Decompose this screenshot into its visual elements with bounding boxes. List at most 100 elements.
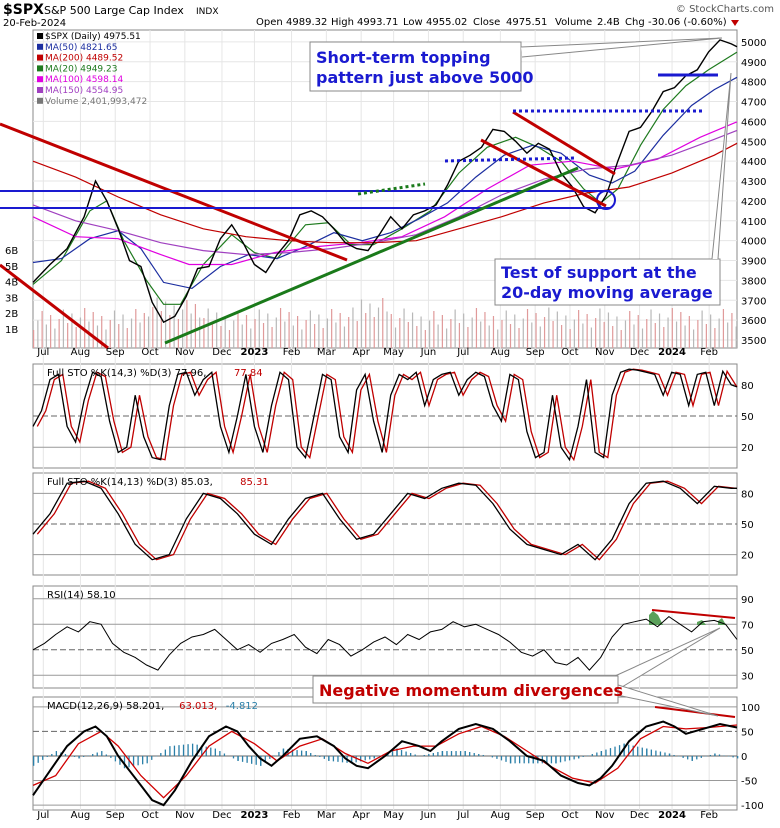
- volume-bar: [637, 315, 639, 348]
- volume-bar: [492, 316, 495, 348]
- volume-bar: [67, 323, 69, 348]
- macd-histogram-bar: [455, 751, 457, 756]
- volume-bar: [573, 319, 575, 348]
- volume-bar: [143, 313, 145, 348]
- panel-label: MACD(12,26,9) 58.201,: [47, 701, 164, 712]
- legend-label: MA(50) 4821.65: [45, 43, 117, 53]
- volume-bar: [535, 313, 537, 348]
- macd-histogram-bar: [546, 755, 548, 764]
- volume-bar: [446, 328, 448, 348]
- volume-bar: [565, 315, 567, 348]
- macd-histogram-bar: [650, 749, 653, 756]
- volume-bar: [420, 316, 422, 348]
- macd-histogram-bar: [496, 755, 498, 759]
- volume-bar: [318, 314, 320, 348]
- macd-histogram-bar: [287, 749, 289, 756]
- macd-histogram-bar: [396, 748, 398, 756]
- y-tick-label: 50: [741, 727, 754, 738]
- y-tick-label: 4100: [741, 217, 766, 228]
- volume-bar: [37, 320, 39, 348]
- y-tick-label: 3700: [741, 296, 766, 307]
- macd-histogram-bar: [373, 755, 375, 759]
- volume-bar: [552, 321, 554, 348]
- macd-histogram-bar: [400, 750, 403, 756]
- legend-swatch: [37, 43, 43, 50]
- legend-label: MA(100) 4598.14: [45, 75, 123, 85]
- macd-histogram-bar: [123, 755, 126, 769]
- macd-histogram-bar: [646, 748, 648, 756]
- volume-bar: [714, 328, 716, 348]
- high-value: 4993.71: [357, 17, 398, 28]
- x-tick-label: Aug: [71, 347, 91, 358]
- macd-histogram-bar: [255, 755, 257, 765]
- volume-bar: [680, 312, 682, 348]
- volume-bar: [373, 317, 375, 348]
- volume-bar: [156, 297, 158, 348]
- macd-histogram-bar: [591, 753, 593, 756]
- volume-bar: [377, 307, 380, 348]
- volume-bar: [339, 313, 341, 348]
- volume-bar: [288, 312, 290, 348]
- macd-histogram-bar: [737, 755, 739, 759]
- macd-histogram-bar: [409, 753, 412, 756]
- legend-swatch: [37, 76, 43, 83]
- legend-swatch: [37, 97, 43, 104]
- volume-bar: [671, 308, 673, 348]
- volume-bar: [701, 310, 703, 348]
- volume-bar: [322, 328, 324, 348]
- macd-signal-line: [32, 724, 738, 799]
- macd-histogram-bar: [614, 746, 616, 756]
- watermark[interactable]: © StockCharts.com: [676, 4, 774, 15]
- macd-histogram-bar: [33, 755, 35, 766]
- callout-pointer: [520, 37, 723, 58]
- macd-histogram-bar: [450, 751, 453, 756]
- macd-histogram-bar: [92, 753, 94, 756]
- volume-bar: [62, 309, 65, 348]
- x-tick-label: Sep: [106, 810, 125, 821]
- macd-histogram-bar: [464, 751, 466, 756]
- volume-bar: [586, 314, 588, 348]
- volume-bar: [126, 328, 128, 348]
- volume-bar: [433, 311, 435, 348]
- macd-line: [32, 720, 738, 807]
- y-tick-label: 80: [741, 381, 754, 392]
- moving-averages: [32, 51, 738, 305]
- volume-bar: [207, 308, 209, 348]
- callout-pointer: [614, 627, 721, 691]
- x-tick-label: Jun: [420, 347, 437, 358]
- annotation-box: [312, 675, 619, 704]
- y-tick-label: 4300: [741, 177, 766, 188]
- x-tick-label: Apr: [353, 810, 371, 821]
- macd-histogram-bar: [632, 745, 634, 756]
- annotation-line: pattern just above 5000: [316, 68, 534, 87]
- x-tick-label: Nov: [595, 347, 615, 358]
- x-tick-label: Aug: [71, 810, 91, 821]
- volume-bar: [50, 315, 52, 348]
- volume-bar: [177, 319, 179, 348]
- x-tick-label: Mar: [317, 810, 337, 821]
- grid-layer: [33, 30, 737, 810]
- open-value: 4989.32: [286, 17, 327, 28]
- macd-histogram-bar: [568, 755, 571, 761]
- volume-bar: [122, 314, 124, 348]
- x-tick-label: Apr: [353, 347, 371, 358]
- y-tick-label: 50: [741, 520, 754, 531]
- macd-histogram-bar: [182, 744, 185, 756]
- volume-bar: [437, 324, 439, 348]
- volume-bar: [705, 324, 707, 348]
- macd-histogram-bar: [732, 755, 734, 758]
- volume-bar: [71, 313, 73, 348]
- macd-histogram-bar: [160, 753, 162, 756]
- volume-bar: [390, 314, 392, 348]
- y-tick-label: 4400: [741, 157, 766, 168]
- volume-bar: [561, 325, 563, 348]
- volume-bar: [522, 318, 524, 348]
- y-tick-label: 50: [741, 412, 754, 423]
- volume-bar: [58, 319, 60, 348]
- volume-tick-label: 1B: [5, 325, 18, 336]
- annotation-line: Short-term topping: [316, 48, 491, 67]
- y-tick-label: 3600: [741, 316, 766, 327]
- x-tick-label: Mar: [317, 347, 337, 358]
- macd-histogram-bar: [142, 755, 144, 765]
- annotation-line: Test of support at the: [501, 263, 697, 282]
